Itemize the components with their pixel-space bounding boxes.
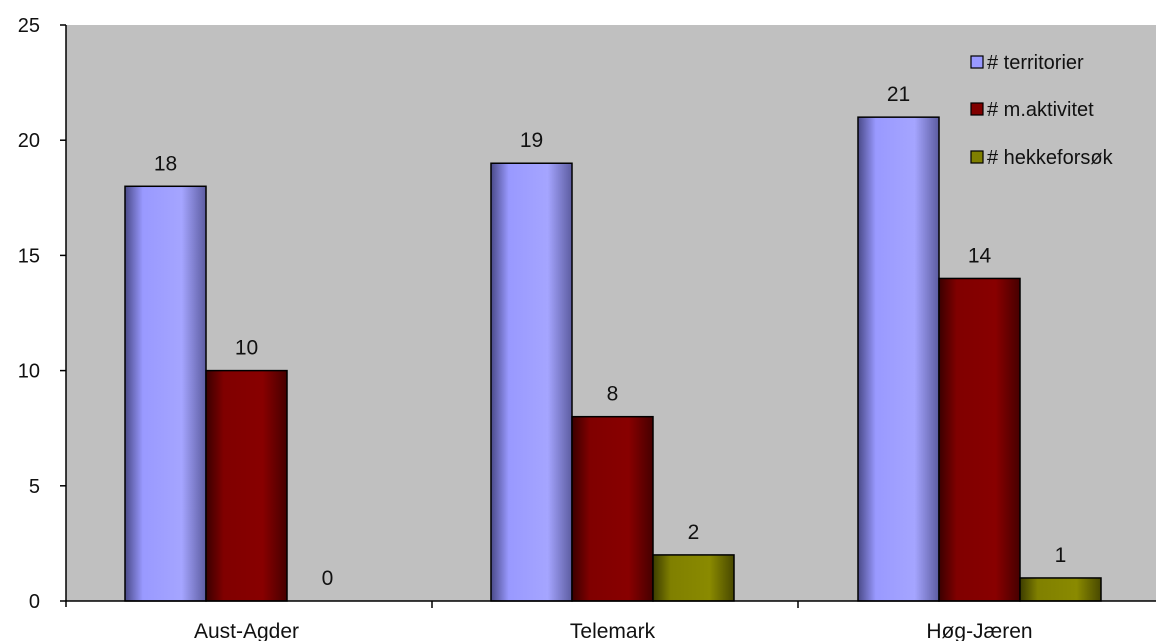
bar-2-høg-jæren (938, 277, 1021, 602)
legend: # territorier # m.aktivitet # hekkeforsøk (970, 52, 1114, 169)
x-tick-label: Aust-Agder (194, 620, 299, 641)
data-label: 10 (235, 337, 258, 360)
data-label: 0 (322, 567, 334, 590)
bar-2-telemark (571, 415, 654, 602)
data-label: 21 (887, 83, 910, 106)
y-tick-label: 0 (29, 591, 40, 613)
y-tick-label: 20 (18, 130, 40, 152)
bar-2-aust-agder (205, 369, 288, 602)
data-label: 8 (607, 383, 619, 406)
data-label: 19 (520, 129, 543, 152)
legend-swatch (970, 55, 984, 69)
y-tick-label: 10 (18, 361, 40, 383)
x-tick-label: Telemark (570, 620, 656, 641)
bar-3-høg-jæren (1019, 577, 1102, 602)
data-label: 18 (154, 152, 177, 175)
legend-label: # m.aktivitet (987, 99, 1094, 121)
bar-1-aust-agder (124, 185, 207, 602)
y-tick-label: 15 (18, 245, 40, 267)
legend-swatch (970, 150, 984, 164)
legend-label: # hekkeforsøk (987, 147, 1114, 169)
bars-layer: 18 10 0 19 8 2 21 14 1 (124, 83, 1102, 602)
legend-label: # territorier (987, 52, 1084, 74)
x-tick-label: Høg-Jæren (926, 620, 1032, 641)
data-label: 1 (1055, 544, 1067, 567)
data-label: 2 (688, 521, 700, 544)
y-tick-label: 5 (29, 476, 40, 498)
bar-1-høg-jæren (857, 116, 940, 602)
legend-swatch (970, 102, 984, 116)
data-label: 14 (968, 244, 992, 267)
bar-3-telemark (652, 554, 735, 602)
y-tick-label: 25 (18, 15, 40, 37)
bar-1-telemark (490, 162, 573, 602)
